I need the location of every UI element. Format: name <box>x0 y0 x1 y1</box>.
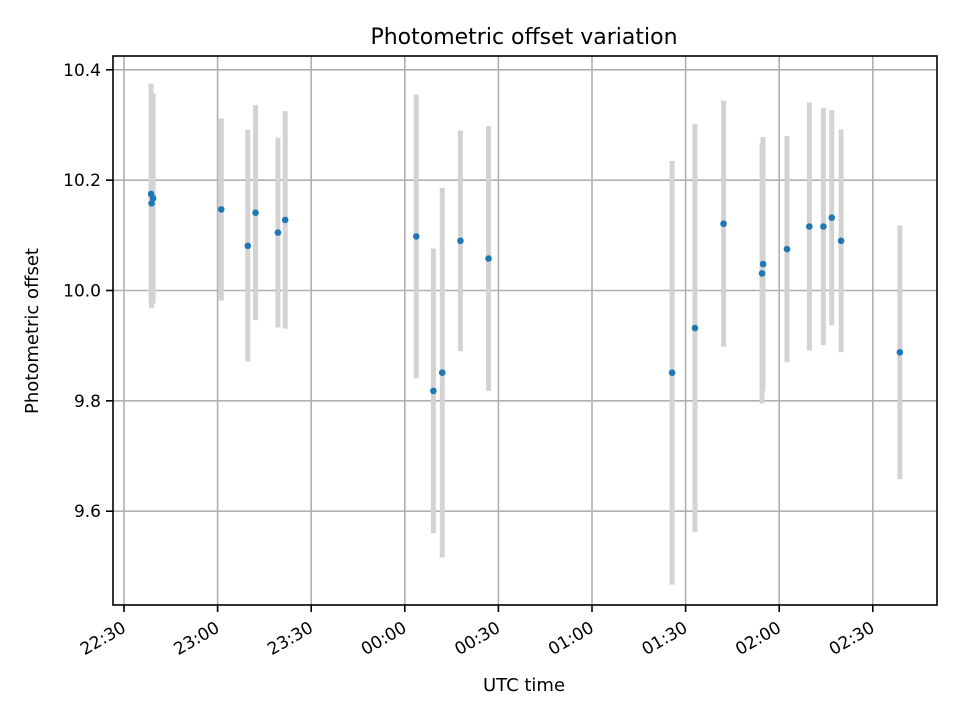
data-point <box>837 237 845 245</box>
x-axis-label: UTC time <box>483 675 565 696</box>
x-tick-label: 01:30 <box>639 618 691 660</box>
data-point <box>281 216 289 224</box>
data-points <box>147 190 904 395</box>
x-tick-label: 02:30 <box>826 618 878 660</box>
data-point <box>783 245 791 253</box>
y-tick-label: 9.8 <box>74 392 101 412</box>
data-point <box>828 214 836 221</box>
x-tick-label: 00:30 <box>451 618 503 660</box>
y-tick-label: 10.4 <box>63 61 101 81</box>
x-tick-label: 23:00 <box>171 618 223 660</box>
data-point <box>148 200 155 207</box>
data-point <box>691 324 699 332</box>
data-point <box>217 206 225 213</box>
data-point <box>430 387 437 395</box>
data-point <box>274 229 282 236</box>
data-point <box>759 260 767 268</box>
axis-ticks: 22:30 23:00 23:30 00:00 00:30 01:00 01:30 02:00… <box>63 61 878 660</box>
data-point <box>720 220 727 228</box>
data-point <box>149 195 157 202</box>
data-point <box>668 369 676 377</box>
data-point <box>252 209 259 216</box>
data-point <box>806 223 813 230</box>
x-tick-label: 00:00 <box>358 618 410 660</box>
y-axis-label: Photometric offset <box>22 248 43 414</box>
y-tick-label: 10.0 <box>63 281 101 301</box>
data-point <box>485 255 492 262</box>
data-point <box>244 242 252 250</box>
y-tick-label: 10.2 <box>63 171 101 191</box>
error-bars <box>148 83 903 585</box>
y-tick-label: 9.6 <box>74 502 101 522</box>
x-tick-label: 02:00 <box>732 618 784 660</box>
data-point <box>820 223 827 230</box>
data-point <box>457 237 464 245</box>
x-tick-label: 01:00 <box>545 618 597 660</box>
x-tick-label: 23:30 <box>264 618 316 660</box>
grid <box>113 56 937 605</box>
data-point <box>412 233 420 240</box>
plot-frame <box>112 55 938 606</box>
data-point <box>438 369 446 377</box>
chart-title: Photometric offset variation <box>370 25 677 50</box>
x-tick-label: 22:30 <box>77 618 129 660</box>
data-point <box>896 348 904 356</box>
data-point <box>758 270 766 277</box>
